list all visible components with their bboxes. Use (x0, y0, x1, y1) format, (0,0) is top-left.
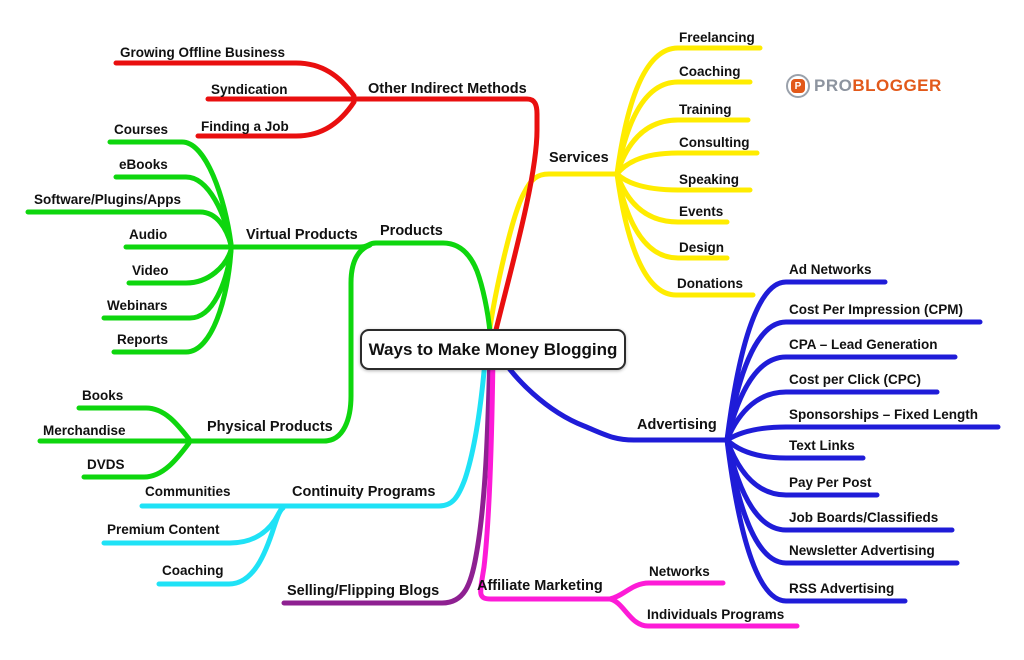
logo-text-pro: PRO (814, 76, 853, 95)
node-services[interactable]: Services (549, 150, 609, 166)
node-cpa-lead-generation[interactable]: CPA – Lead Generation (789, 337, 938, 352)
node-networks[interactable]: Networks (649, 564, 710, 579)
central-topic[interactable]: Ways to Make Money Blogging (360, 329, 626, 370)
node-design[interactable]: Design (679, 240, 725, 255)
problogger-ring-icon: P (786, 74, 810, 98)
node-software-plugins-apps[interactable]: Software/Plugins/Apps (34, 192, 182, 207)
branch-products-lines (25, 139, 493, 480)
branch-other-indirect-lines (113, 60, 540, 337)
problogger-monogram-icon: P (791, 79, 805, 93)
node-products[interactable]: Products (380, 223, 443, 239)
node-events[interactable]: Events (679, 204, 724, 219)
node-video[interactable]: Video (132, 263, 169, 278)
node-pay-per-post[interactable]: Pay Per Post (789, 475, 872, 490)
branch-services-lines (486, 45, 763, 337)
node-finding-a-job[interactable]: Finding a Job (201, 119, 289, 134)
node-coaching-services[interactable]: Coaching (679, 64, 741, 79)
node-premium-content[interactable]: Premium Content (107, 522, 220, 537)
node-affiliate-marketing[interactable]: Affiliate Marketing (477, 578, 603, 594)
node-freelancing[interactable]: Freelancing (679, 30, 755, 45)
node-audio[interactable]: Audio (129, 227, 168, 242)
node-ad-networks[interactable]: Ad Networks (789, 262, 872, 277)
node-syndication[interactable]: Syndication (211, 82, 288, 97)
node-donations[interactable]: Donations (677, 276, 743, 291)
node-newsletter-advertising[interactable]: Newsletter Advertising (789, 543, 935, 558)
node-selling-flipping-blogs[interactable]: Selling/Flipping Blogs (287, 583, 440, 599)
node-coaching-continuity[interactable]: Coaching (162, 563, 224, 578)
node-physical-products[interactable]: Physical Products (207, 419, 333, 435)
node-reports[interactable]: Reports (117, 332, 169, 347)
node-rss-advertising[interactable]: RSS Advertising (789, 581, 895, 596)
node-consulting[interactable]: Consulting (679, 135, 750, 150)
node-text-links[interactable]: Text Links (789, 438, 855, 453)
node-speaking[interactable]: Speaking (679, 172, 740, 187)
node-job-boards-classifieds[interactable]: Job Boards/Classifieds (789, 510, 939, 525)
branch-advertising-lines (494, 279, 1001, 604)
node-sponsorships[interactable]: Sponsorships – Fixed Length (789, 407, 979, 422)
node-books[interactable]: Books (82, 388, 124, 403)
node-courses[interactable]: Courses (114, 122, 169, 137)
branch-selling-lines (281, 351, 493, 606)
problogger-logo: P PROBLOGGER (786, 74, 942, 98)
branch-continuity-lines (101, 333, 490, 587)
node-other-indirect-methods[interactable]: Other Indirect Methods (368, 81, 527, 97)
node-cost-per-impression[interactable]: Cost Per Impression (CPM) (789, 302, 964, 317)
node-webinars[interactable]: Webinars (107, 298, 168, 313)
node-growing-offline-business[interactable]: Growing Offline Business (120, 45, 286, 60)
node-virtual-products[interactable]: Virtual Products (246, 227, 358, 243)
node-dvds[interactable]: DVDS (87, 457, 125, 472)
node-communities[interactable]: Communities (145, 484, 231, 499)
logo-text-blogger: BLOGGER (852, 76, 942, 95)
node-training[interactable]: Training (679, 102, 732, 117)
node-continuity-programs[interactable]: Continuity Programs (292, 484, 436, 500)
branch-affiliate-lines (478, 351, 800, 629)
node-cost-per-click[interactable]: Cost per Click (CPC) (789, 372, 922, 387)
node-merchandise[interactable]: Merchandise (43, 423, 126, 438)
node-ebooks[interactable]: eBooks (119, 157, 168, 172)
node-advertising[interactable]: Advertising (637, 417, 717, 433)
node-individuals-programs[interactable]: Individuals Programs (647, 607, 785, 622)
